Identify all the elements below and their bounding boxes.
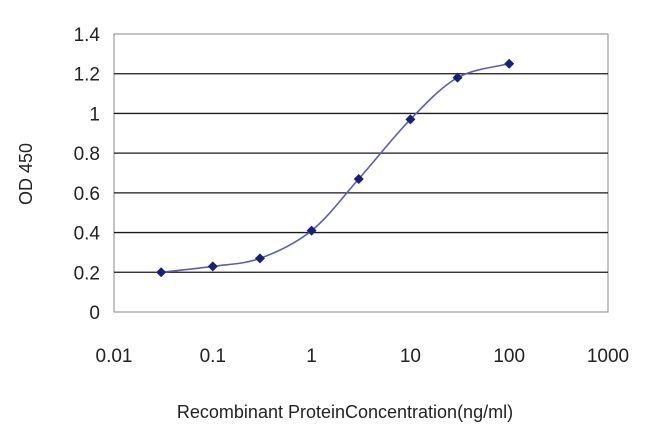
- data-point: [353, 173, 364, 184]
- data-point: [405, 114, 416, 125]
- data-point: [156, 267, 167, 278]
- y-tick-label: 0.8: [74, 144, 100, 165]
- series-group: [156, 58, 515, 278]
- x-tick-label: 1000: [587, 346, 629, 367]
- y-axis-label: OD 450: [16, 143, 36, 205]
- x-tick-label: 1: [306, 346, 317, 367]
- y-tick-label: 0: [89, 303, 100, 324]
- data-point: [452, 72, 463, 83]
- y-axis: 0 0.2 0.4 0.6 0.8 1 1.2 1.4: [74, 25, 101, 324]
- x-tick-label: 10: [400, 346, 421, 367]
- x-tick-label: 100: [493, 346, 525, 367]
- x-tick-label: 0.1: [200, 346, 226, 367]
- data-point: [306, 225, 317, 236]
- x-axis-label: Recombinant ProteinConcentration(ng/ml): [177, 402, 513, 422]
- data-point: [207, 261, 218, 272]
- y-tick-label: 0.6: [74, 184, 100, 205]
- plot-area: [113, 33, 609, 313]
- y-tick-label: 0.4: [74, 224, 101, 245]
- x-axis: 0.01 0.1 1 10 100 1000: [96, 346, 630, 367]
- y-tick-label: 1.4: [74, 25, 101, 46]
- data-point: [254, 253, 265, 264]
- y-tick-label: 1.2: [74, 65, 100, 86]
- x-tick-label: 0.01: [96, 346, 133, 367]
- y-tick-label: 0.2: [74, 263, 100, 284]
- plot-border: [113, 33, 609, 313]
- y-tick-label: 1: [89, 104, 100, 125]
- gridlines: [114, 73, 608, 273]
- series-line: [161, 63, 510, 274]
- data-point: [504, 58, 515, 69]
